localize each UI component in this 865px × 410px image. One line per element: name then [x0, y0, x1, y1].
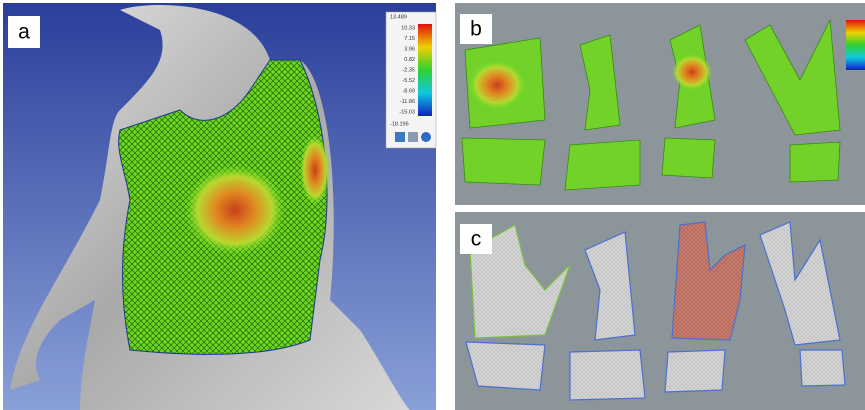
- colorbar: [846, 20, 865, 70]
- legend-label: -11.86: [400, 99, 415, 105]
- legend-label: 10.33: [401, 25, 415, 31]
- legend-labels: 10.33 7.15 3.96 0.82 -2.35 -5.52 -8.69 -11.86 -1…: [399, 25, 415, 115]
- panel-label: c: [471, 228, 482, 251]
- strain-hotspot: [672, 54, 712, 90]
- panel-label-box: [460, 224, 492, 254]
- tool-icon[interactable]: [421, 132, 431, 142]
- legend-label: -5.52: [402, 78, 415, 84]
- legend-label: 3.96: [404, 46, 415, 52]
- tool-icon[interactable]: [408, 132, 418, 142]
- strain-hotspot: [300, 135, 330, 205]
- tool-icon[interactable]: [395, 132, 405, 142]
- legend-label: 0.82: [404, 57, 415, 63]
- panel-label-box: [8, 16, 40, 48]
- legend-label: -2.35: [402, 67, 415, 73]
- strain-hotspot: [469, 61, 525, 109]
- panel-label-box: [460, 14, 492, 44]
- pattern-pieces: [465, 221, 846, 401]
- panel-label: b: [470, 18, 482, 41]
- legend-title: 13.489: [390, 14, 407, 20]
- legend-label: -15.03: [399, 109, 415, 115]
- colorbar: [418, 24, 432, 116]
- legend-label: -8.69: [402, 88, 415, 94]
- legend-bottom: -18.196: [390, 121, 409, 127]
- panel-label: a: [18, 21, 30, 44]
- strain-hotspot: [185, 165, 285, 255]
- legend-label: 7.15: [404, 36, 415, 42]
